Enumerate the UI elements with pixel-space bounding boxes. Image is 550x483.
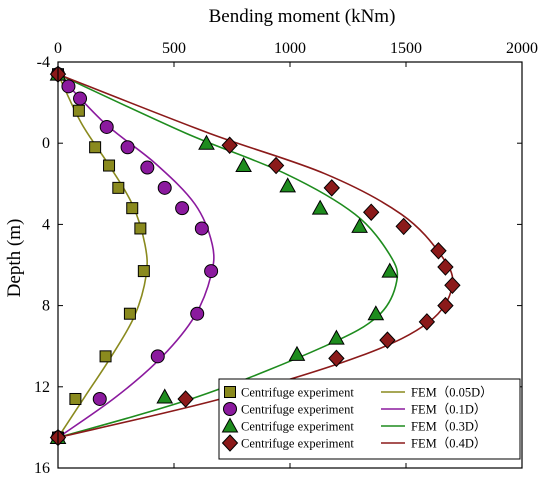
experiment-point-triangle [381, 262, 399, 278]
experiment-point-diamond [437, 258, 454, 276]
y-tick-label: 8 [42, 298, 50, 315]
experiment-point-square [99, 350, 112, 363]
legend-marker-circle [223, 402, 237, 416]
legend-label: FEM（0.05D） [411, 386, 493, 400]
y-tick-label: 4 [42, 216, 50, 233]
experiment-point-diamond [379, 331, 396, 349]
experiment-point-square [89, 141, 102, 154]
experiment-point-square [137, 265, 150, 278]
experiment-point-square [134, 222, 147, 235]
y-tick-label: 12 [34, 379, 50, 396]
experiment-point-diamond [267, 156, 285, 175]
experiment-point-triangle [156, 388, 174, 404]
y-tick-label: -4 [37, 54, 50, 71]
x-tick-label: 2000 [506, 40, 538, 57]
experiment-point-circle [92, 391, 107, 406]
experiment-point-circle [150, 349, 165, 364]
y-tick-label: 0 [42, 135, 50, 152]
legend-label: Centrifuge experiment [241, 386, 354, 400]
x-tick-label: 1500 [390, 40, 422, 57]
experiment-point-square [123, 307, 136, 320]
experiment-point-circle [190, 306, 205, 321]
legend-label: FEM（0.4D） [411, 437, 486, 451]
experiment-point-triangle [198, 134, 215, 150]
experiment-point-circle [194, 221, 209, 236]
experiment-point-diamond [395, 217, 412, 236]
experiment-point-circle [120, 140, 135, 155]
x-tick-label: 1000 [274, 40, 306, 57]
y-tick-label: 16 [34, 460, 50, 477]
experiment-point-circle [140, 160, 155, 175]
experiment-point-square [103, 159, 116, 172]
x-tick-label: 500 [162, 40, 186, 57]
experiment-point-triangle [367, 305, 385, 321]
experiment-point-diamond [323, 179, 340, 197]
experiment-point-square [112, 181, 125, 194]
experiment-point-diamond [221, 136, 238, 154]
experiment-point-square [72, 104, 85, 117]
y-axis-title: Depth (m) [4, 219, 25, 298]
experiment-point-circle [204, 264, 219, 279]
experiment-point-circle [61, 79, 76, 94]
experiment-point-triangle [235, 157, 252, 173]
experiment-point-diamond [328, 349, 345, 368]
experiment-point-circle [157, 180, 172, 195]
legend-marker-triangle [221, 417, 239, 433]
legend-label: FEM（0.3D） [411, 420, 486, 434]
legend-label: Centrifuge experiment [241, 403, 354, 417]
legend-label: Centrifuge experiment [241, 420, 354, 434]
fem-curve-6 [57, 73, 399, 439]
experiment-point-triangle [328, 329, 345, 345]
legend-box [218, 378, 521, 460]
fem-curve-5 [57, 73, 215, 439]
experiment-point-diamond [437, 296, 454, 315]
experiment-point-circle [175, 201, 190, 216]
experiment-point-diamond [363, 203, 380, 221]
experiment-point-diamond [418, 313, 436, 331]
legend-label: FEM（0.1D） [411, 403, 486, 417]
experiment-point-diamond [177, 390, 194, 408]
experiment-point-triangle [288, 345, 306, 361]
legend-marker-square [224, 386, 236, 398]
plot-frame [57, 61, 523, 469]
experiment-point-diamond [444, 276, 461, 295]
experiment-point-triangle [311, 199, 329, 215]
experiment-point-square [126, 202, 139, 215]
x-tick-label: 0 [54, 40, 62, 57]
experiment-point-circle [73, 91, 88, 106]
legend-marker-diamond [221, 434, 239, 452]
experiment-point-square [69, 392, 82, 405]
experiment-point-circle [99, 119, 114, 134]
experiment-point-triangle [279, 177, 297, 193]
legend: Centrifuge experiment Centrifuge experime… [218, 378, 521, 460]
experiment-point-diamond [430, 242, 447, 260]
experiment-point-triangle [351, 217, 368, 233]
x-axis-title: Bending moment (kNm) [209, 6, 396, 27]
legend-label: Centrifuge experiment [241, 437, 354, 451]
